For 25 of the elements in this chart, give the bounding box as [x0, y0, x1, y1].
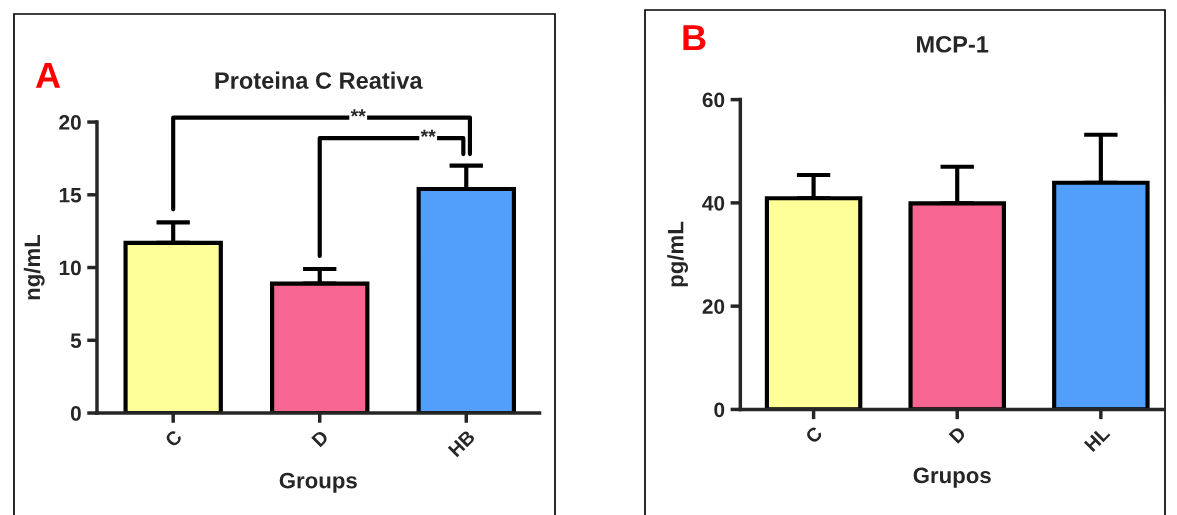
y-tick-label: 10	[59, 260, 81, 276]
y-tick-label: 5	[70, 333, 82, 349]
y-axis-title: pg/mL	[667, 221, 688, 287]
y-tick-label: 15	[59, 188, 82, 203]
y-tick-label: 20	[59, 115, 81, 130]
y-axis-title: ng/mL	[23, 234, 45, 300]
y-tick-label: 0	[714, 402, 725, 418]
text: **	[350, 109, 366, 117]
x-tick-label: C	[804, 425, 824, 445]
x-axis-title: Groups	[279, 472, 357, 493]
y-tick-label: 20	[702, 299, 725, 314]
x-axis-title: Grupos	[913, 467, 991, 488]
y-tick-label: 40	[702, 195, 725, 211]
chart-title: MCP-1	[917, 35, 989, 53]
chart-title: Proteina C Reativa	[215, 71, 423, 89]
x-tick-label: HB	[447, 429, 476, 458]
text: A	[35, 62, 61, 88]
y-tick-label: 60	[702, 92, 725, 108]
x-tick-label: D	[948, 425, 967, 444]
x-tick-label: C	[164, 429, 183, 448]
x-tick-label: D	[311, 429, 330, 448]
annotation: **	[420, 129, 436, 137]
text: B	[683, 25, 706, 51]
x-tick-label: HL	[1083, 425, 1111, 453]
y-tick-label: 0	[70, 406, 81, 421]
